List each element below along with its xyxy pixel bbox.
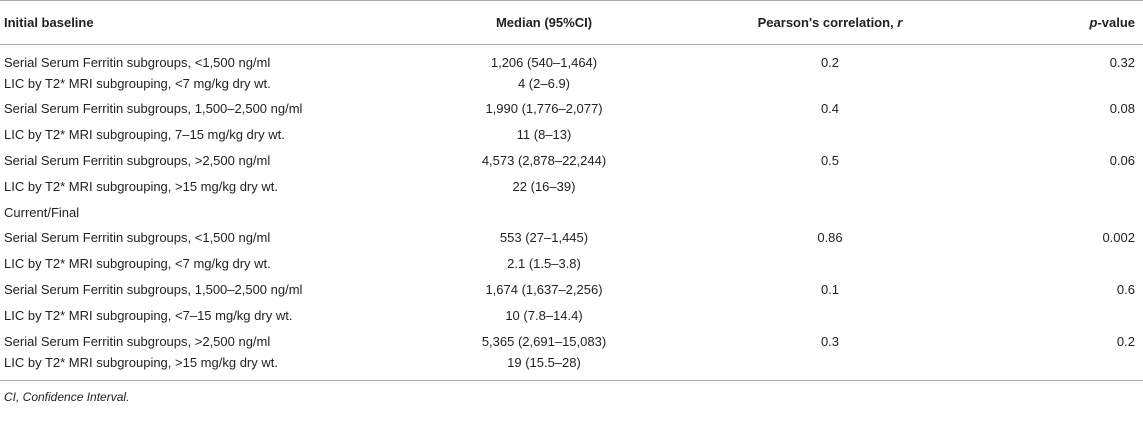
row-label: LIC by T2* MRI subgrouping, <7–15 mg/kg …	[4, 307, 293, 323]
table-row: Current/Final	[0, 199, 1143, 225]
header-median: Median (95%CI)	[430, 0, 658, 45]
table-row: Serial Serum Ferritin subgroups, >2,500 …	[0, 148, 1143, 174]
row-median: 5,365 (2,691–15,083)	[481, 333, 607, 349]
row-median: 553 (27–1,445)	[499, 230, 589, 246]
row-label: Current/Final	[4, 204, 80, 220]
row-median: 4,573 (2,878–22,244)	[481, 153, 607, 169]
row-label: LIC by T2* MRI subgrouping, <7 mg/kg dry…	[4, 75, 271, 91]
header-pearson-r: r	[897, 15, 903, 30]
table-row: LIC by T2* MRI subgrouping, 7–15 mg/kg d…	[0, 122, 1143, 148]
header-pearson-text: Pearson's correlation,	[757, 15, 898, 30]
row-p-value	[1002, 302, 1143, 328]
table-row: LIC by T2* MRI subgrouping, >15 mg/kg dr…	[0, 354, 1143, 380]
table-row: LIC by T2* MRI subgrouping, >15 mg/kg dr…	[0, 173, 1143, 199]
row-median: 1,206 (540–1,464)	[490, 55, 598, 71]
table-body: Serial Serum Ferritin subgroups, <1,500 …	[0, 45, 1143, 380]
row-pearson-r: 0.3	[820, 333, 840, 349]
table-row: Serial Serum Ferritin subgroups, 1,500–2…	[0, 96, 1143, 122]
row-p-value	[1002, 354, 1143, 380]
row-label: Serial Serum Ferritin subgroups, >2,500 …	[4, 333, 271, 349]
data-table: Initial baseline Median (95%CI) Pearson'…	[0, 0, 1143, 380]
row-median: 1,674 (1,637–2,256)	[485, 282, 603, 298]
row-pearson-r: 0.5	[820, 153, 840, 169]
row-label: Serial Serum Ferritin subgroups, <1,500 …	[4, 55, 271, 71]
row-p-value: 0.06	[1109, 153, 1135, 169]
row-p-value: 0.2	[1116, 333, 1135, 349]
header-p-suffix: -value	[1097, 15, 1135, 30]
header-pearson: Pearson's correlation, r	[658, 0, 1002, 45]
row-median: 10 (7.8–14.4)	[505, 307, 583, 323]
table-bottom-rule	[0, 379, 1143, 381]
row-pearson-r: 0.1	[820, 282, 840, 298]
row-median: 1,990 (1,776–2,077)	[485, 101, 603, 117]
row-pearson-r	[658, 302, 1002, 328]
row-median: 22 (16–39)	[512, 178, 576, 194]
row-p-value: 0.08	[1109, 101, 1135, 117]
table-row: LIC by T2* MRI subgrouping, <7 mg/kg dry…	[0, 251, 1143, 277]
header-p-italic: p	[1089, 15, 1098, 30]
row-p-value	[1002, 251, 1143, 277]
row-pearson-r: 0.4	[820, 101, 840, 117]
table-row: LIC by T2* MRI subgrouping, <7–15 mg/kg …	[0, 302, 1143, 328]
table-footnote: CI, Confidence Interval.	[4, 389, 130, 404]
row-pearson-r	[658, 173, 1002, 199]
row-median: 4 (2–6.9)	[517, 75, 571, 91]
row-p-value	[1002, 199, 1143, 225]
row-pearson-r: 0.2	[820, 55, 840, 71]
header-initial-baseline: Initial baseline	[0, 0, 430, 45]
table-row: Serial Serum Ferritin subgroups, <1,500 …	[0, 225, 1143, 251]
row-pearson-r	[658, 70, 1002, 96]
row-label: Serial Serum Ferritin subgroups, <1,500 …	[4, 230, 271, 246]
row-p-value: 0.6	[1116, 282, 1135, 298]
row-label: Serial Serum Ferritin subgroups, 1,500–2…	[4, 282, 303, 298]
row-pearson-r	[658, 251, 1002, 277]
row-pearson-r	[658, 122, 1002, 148]
table-header-row: Initial baseline Median (95%CI) Pearson'…	[0, 0, 1143, 45]
row-median: 19 (15.5–28)	[507, 355, 581, 371]
row-label: LIC by T2* MRI subgrouping, >15 mg/kg dr…	[4, 355, 278, 371]
table-row: Serial Serum Ferritin subgroups, >2,500 …	[0, 328, 1143, 354]
row-pearson-r	[658, 354, 1002, 380]
row-p-value: 0.002	[1102, 230, 1135, 246]
row-label: LIC by T2* MRI subgrouping, 7–15 mg/kg d…	[4, 127, 285, 143]
table-row: LIC by T2* MRI subgrouping, <7 mg/kg dry…	[0, 70, 1143, 96]
row-pearson-r	[658, 199, 1002, 225]
table-row: Serial Serum Ferritin subgroups, <1,500 …	[0, 45, 1143, 71]
row-pearson-r: 0.86	[817, 230, 843, 246]
row-label: Serial Serum Ferritin subgroups, 1,500–2…	[4, 101, 303, 117]
row-p-value	[1002, 70, 1143, 96]
row-median: 2.1 (1.5–3.8)	[507, 256, 581, 272]
row-label: Serial Serum Ferritin subgroups, >2,500 …	[4, 153, 271, 169]
row-median	[430, 199, 658, 225]
row-p-value	[1002, 173, 1143, 199]
row-median: 11 (8–13)	[516, 127, 572, 143]
row-label: LIC by T2* MRI subgrouping, >15 mg/kg dr…	[4, 178, 278, 194]
header-p-value: p-value	[1002, 0, 1143, 45]
data-table-container: Initial baseline Median (95%CI) Pearson'…	[0, 0, 1143, 404]
table-row: Serial Serum Ferritin subgroups, 1,500–2…	[0, 277, 1143, 303]
row-label: LIC by T2* MRI subgrouping, <7 mg/kg dry…	[4, 256, 271, 272]
row-p-value	[1002, 122, 1143, 148]
row-p-value: 0.32	[1109, 55, 1135, 71]
